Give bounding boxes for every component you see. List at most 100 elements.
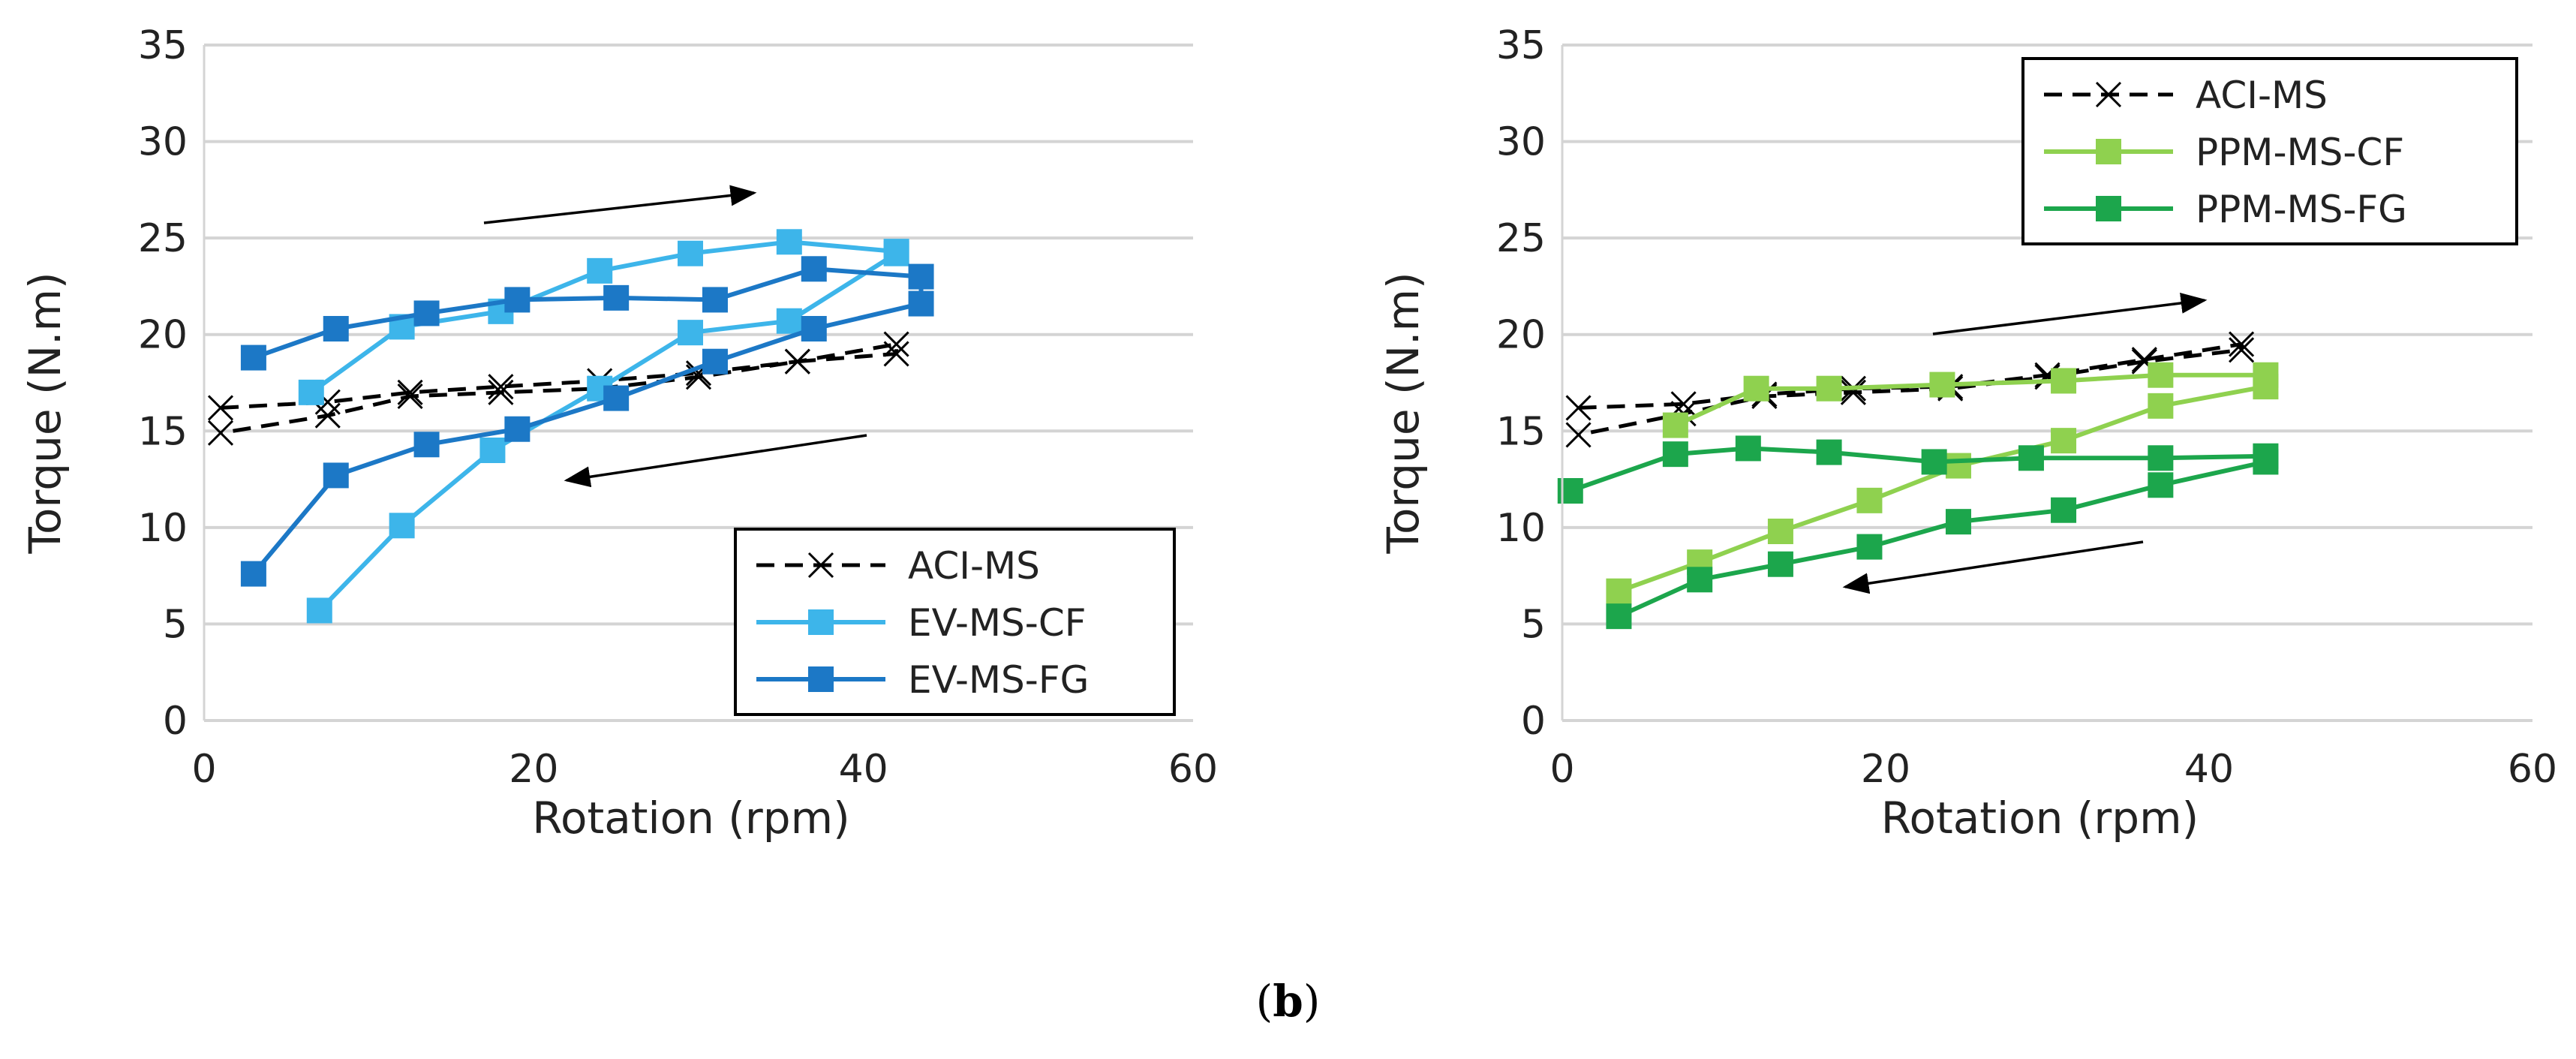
y-tick-label: 20 bbox=[138, 313, 188, 358]
point-ev-ms-fg bbox=[413, 432, 440, 458]
y-tick-label: 5 bbox=[163, 602, 188, 647]
y-tick-label: 25 bbox=[138, 216, 188, 261]
point-ppm-ms-fg bbox=[1662, 441, 1688, 468]
point-aci-ms-b bbox=[314, 402, 341, 429]
point-aci-ms-b bbox=[2229, 331, 2255, 357]
x-tick-label: 0 bbox=[191, 747, 216, 792]
point-ev-ms-cf bbox=[883, 239, 909, 265]
point-aci-ms-b bbox=[2131, 347, 2157, 373]
legend: ACI-MS PPM-MS-CF PPM-MS-FG bbox=[2021, 57, 2518, 245]
point-ev-ms-fg bbox=[908, 263, 934, 290]
point-aci-ms bbox=[397, 383, 423, 410]
y-tick-label: 30 bbox=[138, 120, 188, 165]
point-ev-ms-fg bbox=[240, 344, 266, 371]
point-ppm-ms-fg bbox=[1945, 509, 1971, 535]
point-ev-ms-fg bbox=[504, 287, 531, 313]
point-ev-ms-cf bbox=[298, 379, 324, 405]
point-aci-ms bbox=[1565, 395, 1592, 421]
point-aci-ms-b bbox=[397, 383, 423, 410]
caption-open: ( bbox=[1255, 976, 1273, 1027]
y-tick-label: 10 bbox=[138, 506, 188, 551]
legend-marker-aci-ms bbox=[2095, 81, 2122, 108]
point-aci-ms bbox=[784, 348, 810, 375]
y-tick-label: 35 bbox=[1496, 23, 1546, 68]
point-ev-ms-fg bbox=[504, 416, 531, 442]
point-aci-ms-b bbox=[314, 389, 341, 415]
point-ev-ms-cf bbox=[776, 308, 802, 334]
point-aci-ms bbox=[1565, 422, 1592, 448]
point-ppm-ms-cf bbox=[2148, 393, 2174, 419]
point-aci-ms-b bbox=[2131, 348, 2157, 375]
direction-arrow bbox=[483, 185, 757, 224]
point-ev-ms-fg bbox=[323, 462, 349, 489]
x-tick-label: 20 bbox=[509, 747, 558, 792]
chart-left: 0 5 10 15 20 25 30 35 0 20 40 60 Rotation (rpm) Torqu… bbox=[20, 23, 1218, 844]
point-ev-ms-cf bbox=[678, 320, 704, 346]
point-ev-ms-cf bbox=[678, 240, 704, 266]
point-ppm-ms-cf bbox=[1945, 453, 1971, 479]
point-aci-ms bbox=[2229, 337, 2255, 363]
panel-caption: (b) bbox=[0, 976, 2576, 1027]
point-ppm-ms-fg bbox=[1856, 534, 1883, 560]
x-tick-label: 0 bbox=[1550, 747, 1574, 792]
point-ppm-ms-cf bbox=[1856, 487, 1883, 513]
point-aci-ms bbox=[397, 379, 423, 405]
direction-arrow bbox=[564, 434, 867, 488]
point-ppm-ms-cf bbox=[2051, 368, 2077, 394]
point-ev-ms-cf bbox=[479, 438, 506, 463]
point-aci-ms bbox=[883, 341, 909, 367]
y-tick-label: 30 bbox=[1496, 120, 1546, 165]
point-aci-ms-b bbox=[883, 341, 909, 367]
point-aci-ms bbox=[1670, 391, 1697, 417]
x-tick-label: 20 bbox=[1861, 747, 1910, 792]
point-ppm-ms-fg bbox=[2051, 497, 2077, 523]
point-aci-ms-b bbox=[784, 348, 810, 375]
point-aci-ms bbox=[883, 331, 909, 357]
point-ev-ms-fg bbox=[413, 300, 440, 326]
legend-marker-ppm-ms-cf bbox=[2096, 139, 2121, 164]
point-ev-ms-fg bbox=[908, 290, 934, 317]
y-axis-label: Torque (N.m) bbox=[1378, 272, 1429, 554]
x-axis-label: Rotation (rpm) bbox=[1881, 793, 2199, 844]
y-tick-label: 5 bbox=[1521, 602, 1546, 647]
point-ppm-ms-cf bbox=[2051, 428, 2077, 454]
legend-label-ev-ms-fg: EV-MS-FG bbox=[908, 658, 1089, 702]
point-aci-ms-b bbox=[207, 395, 234, 421]
legend-marker-aci-ms-b bbox=[2095, 81, 2122, 108]
point-ppm-ms-cf bbox=[1743, 375, 1769, 402]
point-ppm-ms-cf bbox=[1767, 519, 1793, 544]
point-ppm-ms-cf bbox=[1816, 375, 1842, 402]
point-aci-ms bbox=[207, 395, 234, 421]
point-ev-ms-fg bbox=[702, 287, 728, 313]
point-ppm-ms-fg bbox=[1735, 435, 1761, 462]
point-aci-ms bbox=[2229, 331, 2255, 357]
point-ppm-ms-cf bbox=[2253, 362, 2279, 388]
point-ppm-ms-cf bbox=[1662, 412, 1688, 438]
point-ppm-ms-fg bbox=[2148, 445, 2174, 471]
point-ppm-ms-fg bbox=[1687, 567, 1713, 593]
point-ev-ms-cf bbox=[587, 257, 613, 284]
point-aci-ms-b bbox=[1565, 422, 1592, 448]
direction-arrow bbox=[1932, 292, 2208, 335]
point-ppm-ms-fg bbox=[1921, 449, 1947, 475]
legend-label-ev-ms-cf: EV-MS-CF bbox=[908, 601, 1087, 645]
x-tick-label: 40 bbox=[2184, 747, 2234, 792]
point-aci-ms-b bbox=[488, 374, 514, 400]
caption-letter: b bbox=[1273, 976, 1303, 1027]
series-line-aci-ms bbox=[1578, 342, 2244, 437]
y-tick-label: 0 bbox=[163, 699, 188, 744]
series-aci-ms bbox=[207, 331, 909, 446]
point-ev-ms-fg bbox=[323, 316, 349, 341]
series-ppm-ms-fg bbox=[1557, 435, 2279, 630]
point-ev-ms-cf bbox=[389, 513, 415, 539]
y-tick-label: 25 bbox=[1496, 216, 1546, 261]
y-tick-label: 10 bbox=[1496, 506, 1546, 551]
y-axis-label: Torque (N.m) bbox=[20, 272, 71, 554]
point-ev-ms-cf bbox=[306, 597, 332, 624]
x-tick-label: 40 bbox=[839, 747, 888, 792]
point-ppm-ms-fg bbox=[2253, 443, 2279, 469]
point-ppm-ms-fg bbox=[2148, 472, 2174, 498]
point-ev-ms-fg bbox=[702, 348, 728, 375]
point-ev-ms-fg bbox=[801, 256, 827, 282]
point-aci-ms-b bbox=[1670, 391, 1697, 417]
